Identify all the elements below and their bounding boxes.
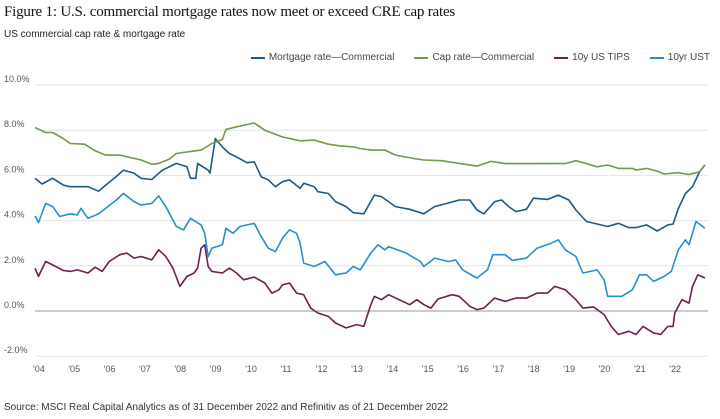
source-note: Source: MSCI Real Capital Analytics as o… (4, 402, 449, 413)
legend-item-mortgage: Mortgage rate—Commercial (250, 52, 395, 63)
y-tick-label: 6.0% (4, 164, 25, 174)
x-tick-label: '15 (422, 364, 434, 374)
x-tick-label: '08 (174, 364, 186, 374)
legend-label: Cap rate—Commercial (432, 52, 535, 63)
y-tick-label: -2.0% (4, 345, 28, 355)
y-tick-label: 10.0% (4, 74, 30, 84)
x-tick-label: '06 (104, 364, 116, 374)
y-tick-label: 2.0% (4, 255, 25, 265)
legend-swatch (414, 56, 429, 59)
chart-subtitle: US commercial cap rate & mortgage rate (4, 29, 186, 40)
x-tick-label: '07 (139, 364, 151, 374)
series-line-0 (34, 137, 706, 232)
x-tick-label: '13 (351, 364, 363, 374)
x-tick-label: '11 (280, 364, 291, 374)
x-tick-label: '22 (669, 364, 681, 374)
x-tick-label: '04 (33, 364, 45, 374)
legend-label: 10y US TIPS (572, 52, 630, 63)
legend-swatch (649, 56, 664, 59)
x-tick-label: '09 (210, 364, 222, 374)
x-tick-label: '19 (563, 364, 575, 374)
series-line-1 (34, 122, 706, 176)
x-tick-label: '05 (68, 364, 80, 374)
x-tick-label: '14 (387, 364, 399, 374)
legend-item-cap-rate: Cap rate—Commercial (414, 52, 534, 63)
legend-label: Mortgage rate—Commercial (268, 52, 395, 63)
x-tick-label: '16 (457, 364, 469, 374)
series-line-3 (34, 192, 706, 298)
x-tick-label: '17 (493, 364, 505, 374)
y-tick-label: 0.0% (4, 300, 25, 310)
x-tick-label: '18 (528, 364, 540, 374)
x-tick-label: '20 (599, 364, 611, 374)
legend-label: 10yr UST (667, 52, 710, 63)
legend-swatch (250, 56, 265, 59)
chart-title: Figure 1: U.S. commercial mortgage rates… (4, 4, 456, 20)
legend-swatch (554, 56, 569, 59)
x-tick-label: '21 (634, 364, 646, 374)
series-line-2 (34, 244, 706, 336)
legend-item-tips: 10y US TIPS (554, 52, 630, 63)
legend: Mortgage rate—Commercial Cap rate—Commer… (250, 52, 710, 63)
y-tick-label: 8.0% (4, 119, 25, 129)
y-tick-label: 4.0% (4, 210, 25, 220)
legend-item-ust: 10yr UST (649, 52, 710, 63)
x-tick-label: '10 (245, 364, 257, 374)
x-tick-label: '12 (316, 364, 328, 374)
